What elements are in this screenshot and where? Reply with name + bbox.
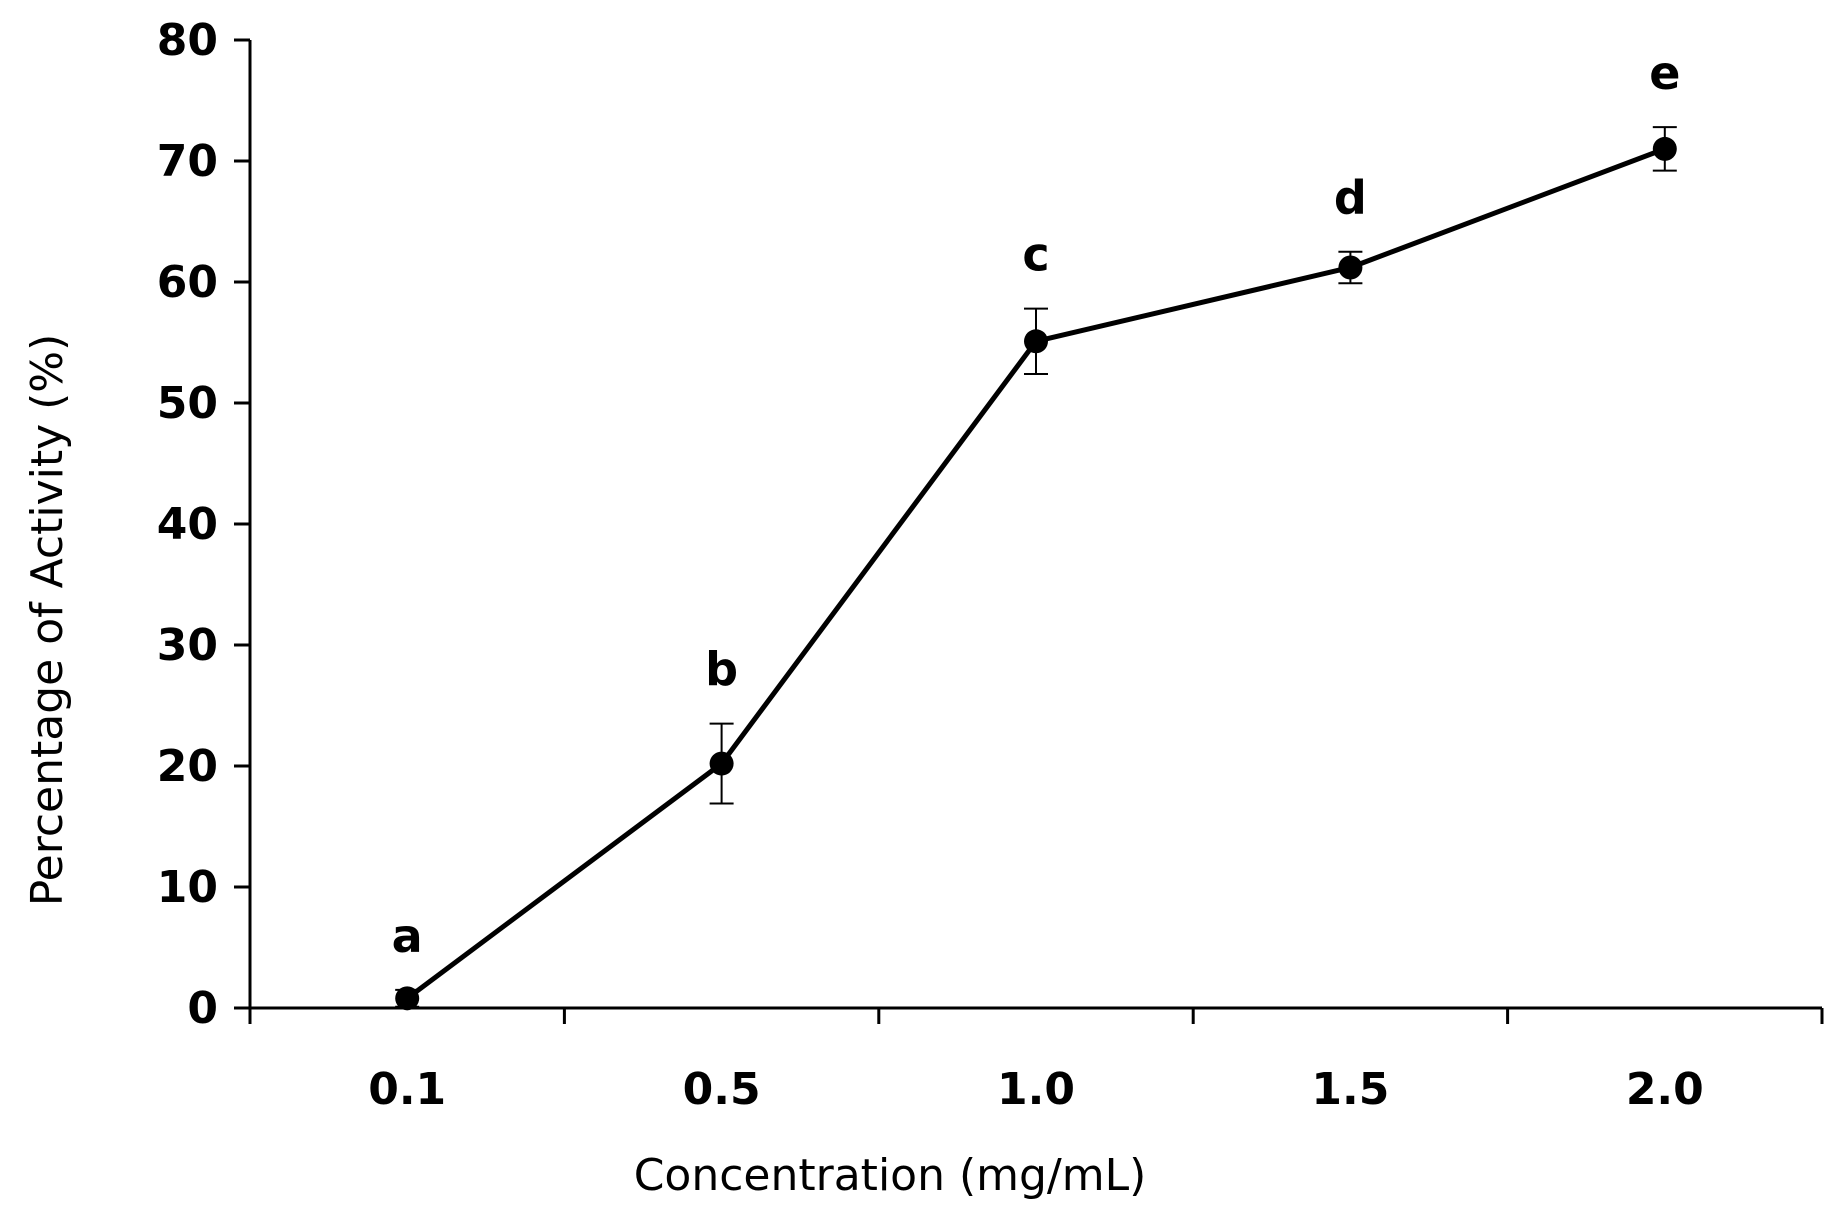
point-annotation: b — [705, 643, 738, 697]
y-tick-label: 10 — [157, 862, 218, 913]
point-annotation: d — [1334, 171, 1367, 225]
data-point — [1652, 136, 1677, 161]
data-point — [1338, 255, 1363, 280]
x-tick-label: 1.0 — [997, 1064, 1075, 1115]
point-annotation: e — [1649, 46, 1680, 100]
labels-layer: Concentration (mg/mL) Percentage of Acti… — [22, 46, 1680, 1201]
x-tick-label: 1.5 — [1311, 1064, 1389, 1115]
y-axis-title: Percentage of Activity (%) — [22, 334, 73, 907]
y-tick-label: 0 — [187, 983, 218, 1034]
point-annotation: c — [1022, 228, 1049, 282]
x-axis-title: Concentration (mg/mL) — [634, 1150, 1147, 1201]
y-tick-label: 40 — [157, 499, 218, 550]
x-tick-label: 0.1 — [368, 1064, 446, 1115]
point-annotation: a — [392, 909, 423, 963]
series-layer — [395, 126, 1677, 1011]
x-tick-label: 0.5 — [683, 1064, 761, 1115]
y-tick-label: 20 — [157, 741, 218, 792]
axes-layer: 0 10 20 30 40 50 60 70 80 0.1 0.5 1.0 1.5 2.0 — [157, 15, 1824, 1115]
x-tick-label: 2.0 — [1626, 1064, 1704, 1115]
y-tick-label: 70 — [157, 136, 218, 187]
y-tick-label: 60 — [157, 257, 218, 308]
y-tick-label: 50 — [157, 378, 218, 429]
data-point — [1024, 329, 1048, 354]
y-tick-label: 30 — [157, 620, 218, 671]
y-tick-label: 80 — [157, 15, 218, 66]
data-point — [709, 751, 734, 776]
data-point — [395, 986, 420, 1011]
